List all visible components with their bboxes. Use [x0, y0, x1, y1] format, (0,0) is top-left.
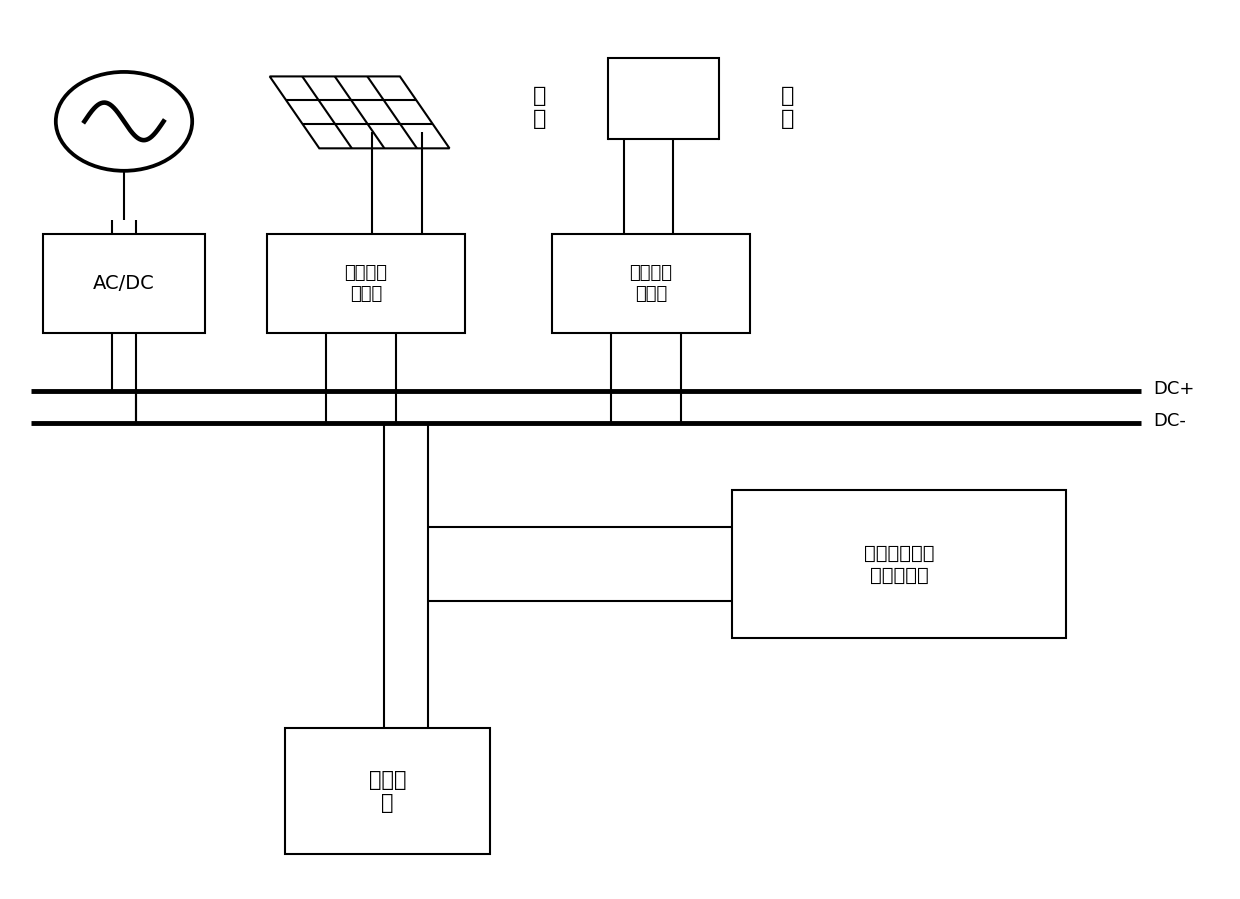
- Text: 风
电: 风 电: [781, 86, 794, 129]
- Text: 平抑母线电压
突变的装置: 平抑母线电压 突变的装置: [864, 544, 934, 584]
- Text: 数据中
心: 数据中 心: [368, 770, 407, 813]
- Bar: [732, 490, 1066, 638]
- Text: DC-: DC-: [1153, 412, 1187, 430]
- Text: AC/DC: AC/DC: [93, 273, 155, 293]
- Bar: [285, 728, 490, 854]
- Text: 风力功率
控制器: 风力功率 控制器: [630, 263, 672, 303]
- Bar: [608, 58, 719, 139]
- Bar: [43, 234, 205, 333]
- Text: 光伏功率
控制器: 光伏功率 控制器: [345, 263, 387, 303]
- Text: DC+: DC+: [1153, 380, 1194, 398]
- Bar: [267, 234, 465, 333]
- Bar: [552, 234, 750, 333]
- Text: 光
伏: 光 伏: [533, 86, 546, 129]
